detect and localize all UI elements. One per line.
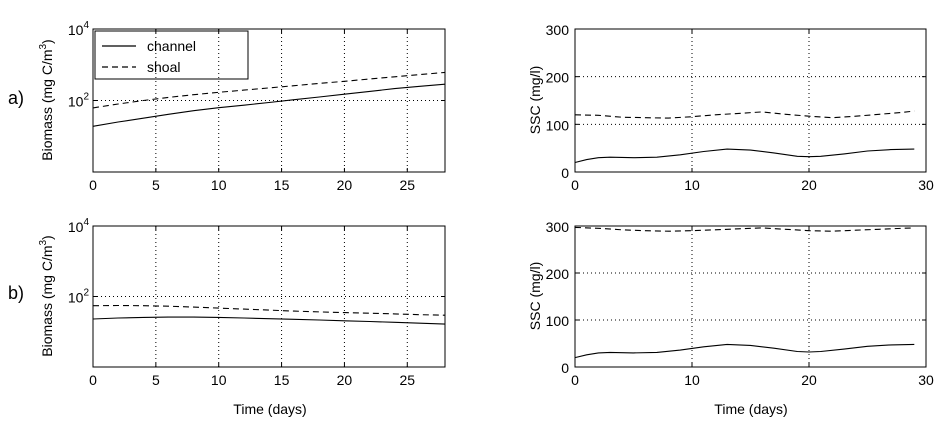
- tick-layer: 0 5 10 15 20 25 102 104: [68, 217, 445, 388]
- y-axis-label: Biomass (mg C/m3): [38, 39, 55, 160]
- x-tick-label: 0: [89, 372, 97, 388]
- y-tick-label: 102: [68, 288, 90, 306]
- series-line-shoal: [574, 110, 915, 119]
- y-tick-label: 0: [561, 165, 569, 181]
- x-tick-label: 5: [152, 372, 160, 388]
- tick-layer: 0 5 10 15 20 25 102 104: [68, 20, 445, 193]
- gridlines: [575, 29, 926, 172]
- x-tick-label: 10: [684, 177, 700, 193]
- y-axis-label-close: ): [39, 39, 55, 44]
- y-axis-label: SSC (mg/l): [527, 262, 543, 330]
- x-tick-label: 20: [801, 177, 817, 193]
- y-axis-label-main: Biomass (mg C/m: [39, 50, 55, 161]
- x-tick-label: 30: [918, 372, 934, 388]
- series-layer: [574, 110, 915, 164]
- x-tick-label: 15: [274, 372, 290, 388]
- x-tick-label: 10: [211, 177, 227, 193]
- series-line-shoal: [574, 226, 915, 232]
- legend-label-channel: channel: [147, 38, 196, 54]
- x-tick-label: 25: [399, 372, 415, 388]
- x-tick-label: 15: [274, 177, 290, 193]
- y-axis-label: Biomass (mg C/m3): [38, 235, 55, 356]
- chart-biomass-b: 0 5 10 15 20 25 102 104 Biomass (mg C/m3) Time …: [38, 217, 446, 417]
- series-layer: [92, 71, 446, 127]
- series-layer: [574, 226, 915, 359]
- series-line-channel: [92, 316, 446, 325]
- x-tick-label: 20: [337, 177, 353, 193]
- chart-biomass-a: 0 5 10 15 20 25 102 104 Biomass (mg C/m3) chann…: [38, 20, 446, 193]
- panel-label-b: b): [8, 283, 24, 303]
- y-axis-label-close: ): [39, 235, 55, 240]
- y-tick-label: 104: [68, 217, 90, 235]
- series-line-shoal: [92, 71, 446, 109]
- y-tick-label: 100: [546, 313, 570, 329]
- series-layer: [92, 304, 446, 325]
- y-axis-label: SSC (mg/l): [527, 66, 543, 134]
- y-tick-label: 104: [68, 20, 90, 38]
- x-tick-label: 5: [152, 177, 160, 193]
- x-tick-label: 20: [337, 372, 353, 388]
- x-tick-label: 10: [684, 372, 700, 388]
- series-line-shoal: [92, 304, 446, 316]
- y-tick-label: 300: [546, 22, 570, 38]
- y-axis-label-exp: 3: [38, 44, 49, 50]
- gridlines: [93, 29, 445, 172]
- x-tick-label: 0: [571, 177, 579, 193]
- y-tick-label: 300: [546, 219, 570, 235]
- gridlines: [93, 226, 445, 367]
- y-axis-label-exp: 3: [38, 240, 49, 246]
- series-line-channel: [574, 343, 915, 359]
- y-axis-label-main: Biomass (mg C/m: [39, 246, 55, 357]
- x-tick-label: 20: [801, 372, 817, 388]
- x-tick-label: 0: [571, 372, 579, 388]
- y-tick-label: 200: [546, 266, 570, 282]
- x-tick-label: 0: [89, 177, 97, 193]
- series-line-channel: [574, 148, 915, 164]
- gridlines: [575, 226, 926, 367]
- plot-frame: [574, 225, 927, 368]
- x-axis-label: Time (days): [233, 401, 306, 417]
- y-tick-label: 200: [546, 70, 570, 86]
- y-tick-label: 0: [561, 360, 569, 376]
- series-line-channel: [92, 83, 446, 127]
- y-tick-label: 100: [546, 117, 570, 133]
- legend: channel shoal: [94, 30, 249, 80]
- x-axis-label: Time (days): [714, 401, 787, 417]
- panel-label-a: a): [8, 88, 24, 108]
- legend-box: [94, 30, 249, 80]
- plot-frame: [574, 28, 927, 173]
- x-tick-label: 25: [399, 177, 415, 193]
- legend-label-shoal: shoal: [147, 59, 180, 75]
- x-tick-label: 30: [918, 177, 934, 193]
- x-tick-label: 10: [211, 372, 227, 388]
- y-tick-label: 102: [68, 92, 90, 110]
